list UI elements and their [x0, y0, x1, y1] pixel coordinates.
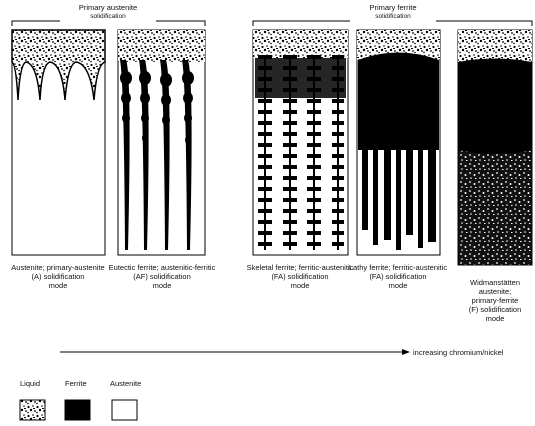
panel-caption: Lathy ferrite; ferritic-austenitic — [349, 263, 448, 272]
panel-f: Widmanstätten austenite; primary-ferrite… — [458, 30, 532, 323]
legend-swatch — [20, 400, 45, 420]
arrow-head — [402, 349, 410, 355]
liquid-region — [118, 30, 205, 62]
group-label: Primary ferrite — [369, 3, 416, 12]
panel-caption: mode — [291, 281, 310, 290]
panel-caption: Eutectic ferrite; austenitic-ferritic — [109, 263, 216, 272]
legend-swatch — [65, 400, 90, 420]
legend-label: Ferrite — [65, 379, 87, 388]
panel-caption: (AF) solidification — [133, 272, 191, 281]
panel-caption: primary-ferrite — [472, 296, 519, 305]
legend: Liquid Ferrite Austenite — [20, 379, 141, 420]
panel-caption: (F) solidification — [469, 305, 522, 314]
legend-label: Liquid — [20, 379, 40, 388]
liquid-region — [253, 30, 348, 58]
group-ferrite: Primary ferrite solidification — [253, 3, 532, 26]
panel-caption: (FA) solidification — [271, 272, 328, 281]
panel-af: Eutectic ferrite; austenitic-ferritic (A… — [109, 30, 216, 290]
ferrite-mass — [458, 59, 532, 155]
panel-caption: mode — [153, 281, 172, 290]
panel-fa-lathy: Lathy ferrite; ferritic-austenitic (FA) … — [349, 30, 448, 290]
bracket — [12, 21, 205, 26]
bracket — [253, 21, 532, 26]
group-label: Primary austenite — [79, 3, 137, 12]
panel-caption: mode — [389, 281, 408, 290]
composition-arrow: increasing chromium/nickel — [60, 348, 504, 357]
panel-caption: (A) solidification — [32, 272, 85, 281]
panel-caption: austenite; — [479, 287, 512, 296]
panel-caption: Austenite; primary-austenite — [11, 263, 104, 272]
group-label: solidification — [375, 13, 411, 20]
panel-a: Austenite; primary-austenite (A) solidif… — [11, 30, 105, 290]
panel-caption: Skeletal ferrite; ferritic-austenitic — [247, 263, 354, 272]
panel-caption: mode — [49, 281, 68, 290]
ferrite-mass — [358, 53, 439, 151]
liquid-region — [458, 30, 532, 62]
legend-label: Austenite — [110, 379, 141, 388]
legend-swatch — [112, 400, 137, 420]
diagram: Primary austenite solidification Primary… — [0, 0, 535, 426]
panel-caption: mode — [486, 314, 505, 323]
arrow-label: increasing chromium/nickel — [413, 348, 504, 357]
panel-fa-skeletal: Skeletal ferrite; ferritic-austenitic (F… — [247, 30, 354, 290]
panel-caption: (FA) solidification — [369, 272, 426, 281]
group-label: solidification — [90, 13, 126, 20]
group-austenite: Primary austenite solidification — [12, 3, 205, 26]
panel-caption: Widmanstätten — [470, 278, 520, 287]
